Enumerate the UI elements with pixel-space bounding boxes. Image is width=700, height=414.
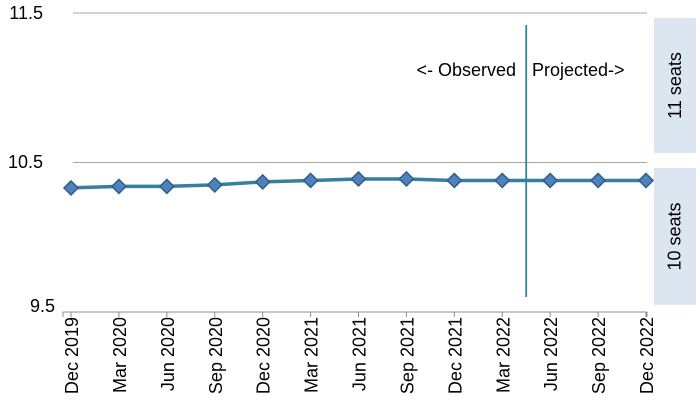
band-11-seats: 11 seats	[654, 18, 696, 153]
x-axis-label: Mar 2022	[493, 317, 513, 393]
y-axis-tick-label: 11.5	[9, 3, 43, 23]
band-10-seats-label: 10 seats	[664, 202, 685, 271]
x-axis-label: Dec 2020	[254, 317, 274, 394]
x-axis-label: Jun 2022	[541, 317, 561, 391]
x-axis-label: Sep 2022	[589, 317, 609, 394]
data-point-marker	[350, 170, 367, 188]
data-point-marker	[494, 172, 511, 189]
data-point-marker	[158, 178, 175, 195]
data-point-marker	[206, 176, 223, 193]
x-axis-label: Dec 2022	[637, 317, 657, 394]
data-point-marker	[302, 172, 319, 189]
band-10-seats: 10 seats	[654, 168, 696, 305]
y-axis-tick-label: 9.5	[29, 296, 55, 316]
projected-annotation: Projected->	[532, 60, 625, 80]
x-axis-label: Dec 2021	[445, 317, 465, 394]
x-axis-label: Sep 2021	[397, 317, 417, 394]
x-axis-label: Jun 2021	[350, 317, 370, 391]
x-axis-label: Dec 2019	[62, 317, 82, 394]
x-axis-label: Jun 2020	[158, 317, 178, 391]
data-point-marker	[62, 179, 80, 196]
observed-annotation: <- Observed	[416, 60, 516, 80]
x-axis-label: Mar 2021	[302, 317, 322, 393]
x-axis-label: Sep 2020	[206, 317, 226, 394]
data-point-marker	[590, 172, 607, 189]
band-11-seats-label: 11 seats	[664, 52, 685, 119]
y-axis-tick-label: 10.5	[7, 152, 43, 172]
data-point-marker	[398, 170, 415, 188]
data-point-marker	[542, 172, 559, 189]
data-point-marker	[446, 172, 463, 189]
data-point-marker	[110, 178, 127, 195]
x-axis-label: Mar 2020	[110, 317, 130, 393]
data-point-marker	[637, 172, 655, 189]
data-point-marker	[254, 173, 271, 190]
